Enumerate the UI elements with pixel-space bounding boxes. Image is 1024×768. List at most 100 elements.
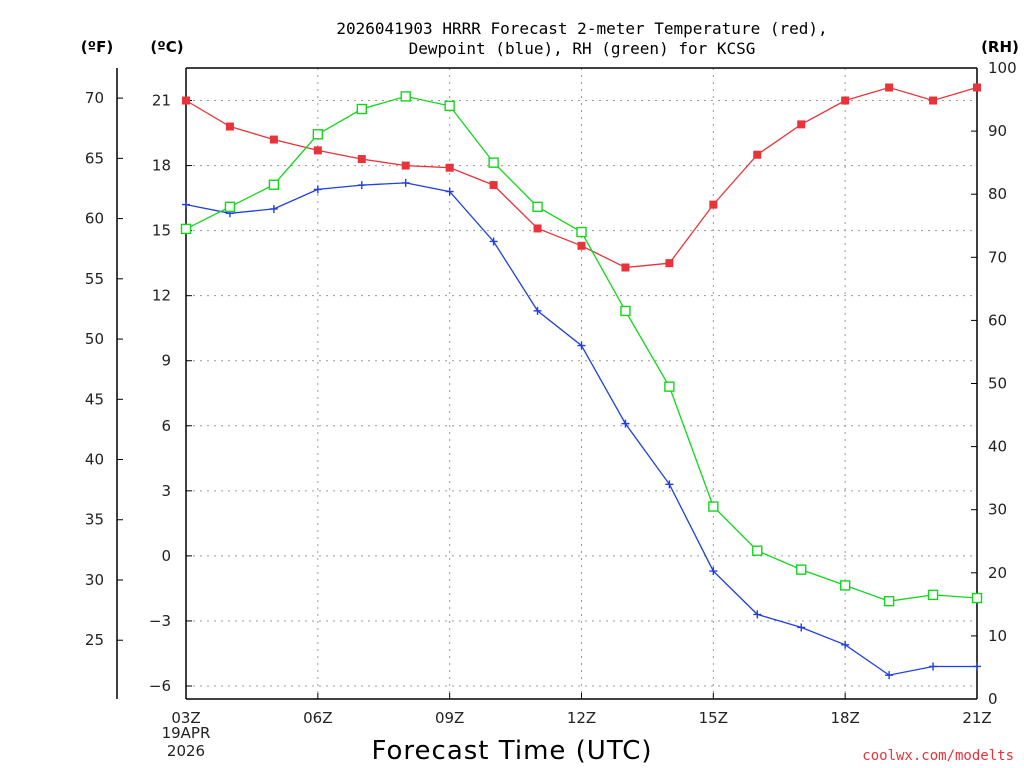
2-meter-temperature-point <box>709 200 718 209</box>
x-tick-label: 18Z <box>830 709 859 727</box>
2-meter-temperature-point <box>533 224 542 233</box>
axes: −6 −3 0 3 6 9 12 15 18 21 03Z 06Z 09Z 12Z 15Z 18Z 21Z 25 3… <box>85 59 1017 727</box>
2-meter-temperature-point <box>885 83 894 92</box>
chart-title-line-2: Dewpoint (blue), RH (green) for KCSG <box>409 39 756 58</box>
celsius-axis-unit: (ºC) <box>150 38 183 56</box>
rh-tick-label: 100 <box>988 59 1017 77</box>
fahrenheit-tick-label: 40 <box>85 451 104 469</box>
fahrenheit-tick-label: 55 <box>85 270 104 288</box>
dewpoint-point <box>577 341 586 350</box>
2-meter-temperature-point <box>753 150 762 159</box>
2-meter-temperature-point <box>797 120 806 129</box>
dewpoint-point <box>973 662 981 671</box>
celsius-tick-label: 3 <box>161 482 171 500</box>
celsius-tick-label: 9 <box>161 352 171 370</box>
dewpoint-point <box>753 610 762 619</box>
dewpoint-point <box>885 671 894 680</box>
2-meter-temperature-point <box>489 181 498 190</box>
relative-humidity-point <box>488 157 499 168</box>
celsius-tick-label: 6 <box>161 417 171 435</box>
2-meter-temperature-line <box>185 86 978 269</box>
x-tick-label: 12Z <box>567 709 596 727</box>
dewpoint-point <box>841 640 850 649</box>
2-meter-temperature-point <box>973 83 981 92</box>
data-series <box>180 83 983 680</box>
dewpoint-point <box>533 306 542 315</box>
dewpoint-point <box>621 419 630 428</box>
relative-humidity-point <box>180 223 192 235</box>
2-meter-temperature-point <box>929 96 938 105</box>
chart-title-line-1: 2026041903 HRRR Forecast 2-meter Tempera… <box>336 19 827 38</box>
relative-humidity-point <box>796 564 807 575</box>
relative-humidity-point <box>752 545 763 556</box>
rh-tick-label: 70 <box>988 248 1007 266</box>
x-tick-label: 06Z <box>303 709 332 727</box>
dewpoint-point <box>665 480 674 489</box>
dewpoint-point <box>929 662 938 671</box>
celsius-tick-label: 15 <box>152 222 171 240</box>
relative-humidity-point <box>444 100 455 112</box>
rh-tick-label: 80 <box>988 185 1007 203</box>
dewpoint-point <box>269 204 278 213</box>
celsius-tick-label: 18 <box>152 157 171 175</box>
rh-tick-label: 30 <box>988 501 1007 519</box>
2-meter-temperature-point <box>401 161 410 170</box>
relative-humidity-point <box>620 305 631 317</box>
relative-humidity-point <box>400 91 411 102</box>
fahrenheit-tick-label: 70 <box>85 89 104 107</box>
relative-humidity-point <box>532 201 543 213</box>
2-meter-temperature-point <box>841 96 850 105</box>
dewpoint-point <box>182 200 190 209</box>
relative-humidity-point <box>883 595 895 607</box>
fahrenheit-tick-label: 30 <box>85 571 104 589</box>
rh-tick-label: 90 <box>988 122 1007 140</box>
2-meter-temperature-point <box>313 146 322 155</box>
rh-tick-label: 50 <box>988 375 1007 393</box>
dewpoint-point <box>445 187 454 196</box>
site-credit: coolwx.com/modelts <box>862 748 1014 764</box>
2-meter-temperature-point <box>445 163 454 172</box>
2-meter-temperature-point <box>269 135 278 144</box>
rh-tick-label: 40 <box>988 438 1007 456</box>
dewpoint-point <box>357 181 366 190</box>
2-meter-temperature-point <box>357 155 366 164</box>
2-meter-temperature-point <box>182 96 190 105</box>
dewpoint-point <box>709 567 718 576</box>
fahrenheit-tick-label: 50 <box>85 330 104 348</box>
dewpoint-point <box>401 178 410 187</box>
relative-humidity-point <box>268 179 280 190</box>
x-axis-title: Forecast Time (UTC) <box>371 736 652 766</box>
celsius-tick-label: 12 <box>152 287 171 305</box>
date-label-day: 19APR <box>162 724 211 742</box>
fahrenheit-tick-label: 35 <box>85 511 104 529</box>
relative-humidity-point <box>664 381 675 392</box>
relative-humidity-point <box>312 129 324 140</box>
2-meter-temperature-point <box>621 263 630 272</box>
rh-tick-label: 20 <box>988 564 1007 582</box>
relative-humidity-point <box>927 589 939 601</box>
dewpoint-point <box>797 623 806 632</box>
relative-humidity-point <box>224 201 236 213</box>
2-meter-temperature-point <box>225 122 234 131</box>
fahrenheit-axis-unit: (ºF) <box>81 38 113 56</box>
relative-humidity-point <box>971 592 983 604</box>
fahrenheit-tick-label: 60 <box>85 210 104 228</box>
gridlines <box>186 68 977 699</box>
x-tick-label: 03Z <box>171 709 200 727</box>
celsius-tick-label: 0 <box>161 547 171 565</box>
celsius-tick-label: −3 <box>149 612 171 630</box>
2-meter-temperature-point <box>577 241 586 250</box>
relative-humidity-point <box>708 501 719 512</box>
celsius-tick-label: 21 <box>152 92 171 110</box>
rh-axis-unit: (RH) <box>981 38 1019 56</box>
x-tick-label: 21Z <box>962 709 991 727</box>
x-tick-label: 09Z <box>435 709 464 727</box>
2-meter-temperature-point <box>665 259 674 268</box>
dewpoint-point <box>489 237 498 246</box>
date-label-year: 2026 <box>167 742 205 760</box>
dewpoint-point <box>313 185 322 194</box>
rh-tick-label: 10 <box>988 627 1007 645</box>
fahrenheit-tick-label: 25 <box>85 631 104 649</box>
relative-humidity-point <box>356 103 367 115</box>
